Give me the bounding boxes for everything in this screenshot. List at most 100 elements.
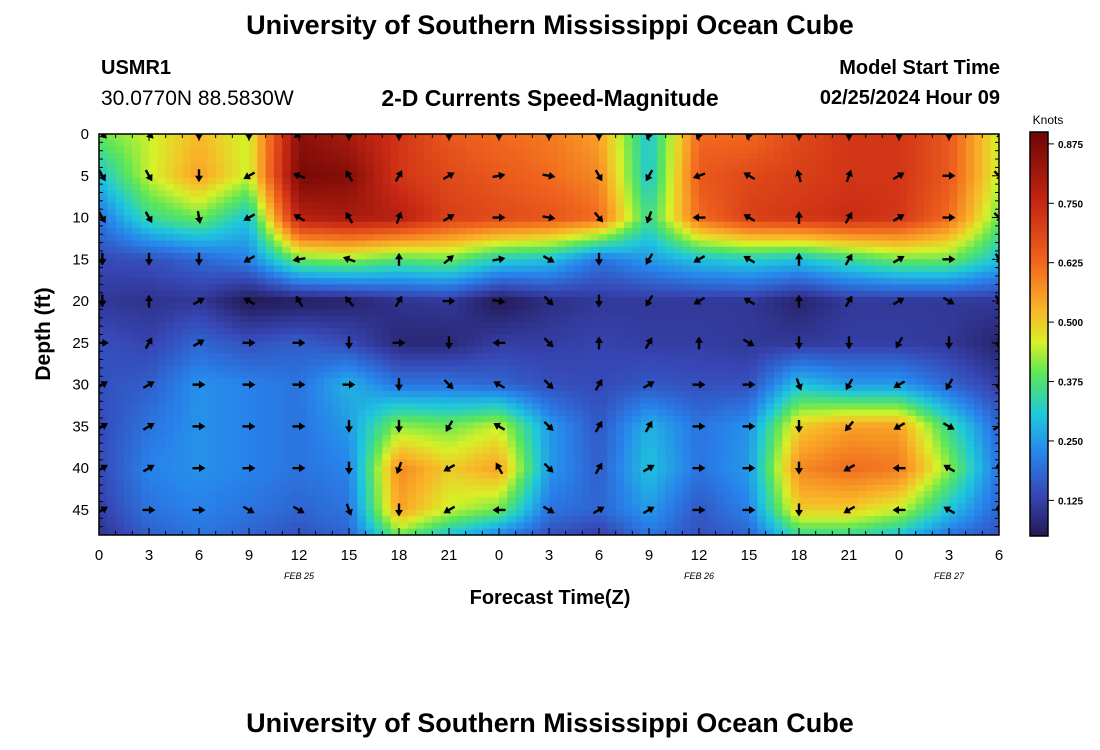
- heatmap-cell: [665, 165, 675, 173]
- heatmap-cell: [607, 177, 617, 185]
- heatmap-cell: [957, 227, 967, 235]
- heatmap-cell: [949, 253, 958, 260]
- heatmap-cell: [674, 403, 683, 411]
- heatmap-cell: [349, 340, 358, 348]
- heatmap-cell: [682, 152, 692, 160]
- heatmap-cell: [149, 177, 158, 185]
- heatmap-cell: [432, 334, 442, 342]
- heatmap-cell: [115, 372, 125, 379]
- heatmap-cell: [957, 152, 967, 160]
- heatmap-cell: [499, 409, 508, 417]
- heatmap-cell: [565, 177, 575, 185]
- heatmap-cell: [274, 246, 283, 254]
- heatmap-cell: [199, 284, 208, 292]
- heatmap-cell: [690, 221, 700, 229]
- heatmap-cell: [640, 359, 650, 367]
- heatmap-cell: [474, 278, 483, 285]
- heatmap-cell: [307, 159, 317, 166]
- heatmap-cell: [940, 315, 950, 323]
- heatmap-cell: [674, 159, 683, 166]
- heatmap-cell: [299, 347, 308, 354]
- heatmap-cell: [165, 309, 175, 317]
- heatmap-cell: [340, 328, 350, 336]
- heatmap-cell: [899, 146, 908, 154]
- heatmap-cell: [282, 159, 292, 166]
- heatmap-cell: [690, 259, 700, 267]
- heatmap-cell: [449, 303, 458, 311]
- heatmap-cell: [240, 165, 250, 173]
- heatmap-cell: [732, 259, 742, 267]
- heatmap-cell: [724, 246, 733, 254]
- heatmap-cell: [124, 378, 133, 386]
- heatmap-cell: [365, 315, 375, 323]
- heatmap-cell: [607, 296, 617, 304]
- heatmap-cell: [332, 253, 342, 260]
- heatmap-cell: [432, 146, 442, 154]
- heatmap-cell: [332, 140, 342, 148]
- heatmap-cell: [107, 296, 117, 304]
- heatmap-cell: [324, 171, 333, 179]
- heatmap-cell: [499, 372, 508, 379]
- heatmap-cell: [107, 140, 117, 148]
- heatmap-cell: [924, 190, 933, 198]
- heatmap-cell: [732, 278, 742, 285]
- heatmap-cell: [132, 315, 142, 323]
- heatmap-cell: [865, 177, 875, 185]
- heatmap-cell: [365, 290, 375, 298]
- heatmap-cell: [499, 215, 508, 223]
- heatmap-cell: [782, 390, 792, 398]
- heatmap-cell: [515, 165, 525, 173]
- heatmap-cell: [265, 309, 275, 317]
- heatmap-cell: [590, 246, 600, 254]
- heatmap-cell: [124, 334, 133, 342]
- heatmap-cell: [965, 328, 975, 336]
- heatmap-cell: [699, 246, 708, 254]
- heatmap-cell: [499, 134, 508, 141]
- heatmap-cell: [649, 259, 658, 267]
- heatmap-cell: [349, 209, 358, 217]
- heatmap-cell: [557, 278, 567, 285]
- heatmap-cell: [932, 227, 942, 235]
- heatmap-cell: [624, 227, 633, 235]
- heatmap-cell: [624, 271, 633, 279]
- heatmap-cell: [599, 259, 608, 267]
- heatmap-cell: [165, 403, 175, 411]
- heatmap-cell: [924, 365, 933, 373]
- heatmap-cell: [715, 372, 725, 379]
- heatmap-cell: [99, 177, 108, 185]
- heatmap-cell: [140, 165, 150, 173]
- heatmap-cell: [340, 177, 350, 185]
- heatmap-cell: [382, 227, 392, 235]
- heatmap-cell: [890, 171, 900, 179]
- heatmap-cell: [165, 397, 175, 405]
- heatmap-cell: [607, 202, 617, 210]
- heatmap-cell: [840, 403, 850, 411]
- heatmap-cell: [357, 196, 367, 204]
- heatmap-cell: [482, 390, 492, 398]
- heatmap-cell: [149, 246, 158, 254]
- heatmap-cell: [524, 309, 533, 317]
- heatmap-cell: [874, 403, 883, 411]
- heatmap-cell: [515, 215, 525, 223]
- heatmap-cell: [315, 359, 325, 367]
- heatmap-cell: [465, 409, 475, 417]
- heatmap-cell: [840, 328, 850, 336]
- heatmap-cell: [574, 165, 583, 173]
- heatmap-cell: [99, 159, 108, 166]
- heatmap-cell: [482, 184, 492, 191]
- heatmap-cell: [249, 246, 258, 254]
- heatmap-cell: [499, 284, 508, 292]
- heatmap-cell: [165, 190, 175, 198]
- heatmap-cell: [515, 284, 525, 292]
- heatmap-cell: [207, 215, 217, 223]
- heatmap-cell: [790, 328, 800, 336]
- heatmap-cell: [724, 409, 733, 417]
- heatmap-cell: [482, 359, 492, 367]
- heatmap-cell: [390, 209, 400, 217]
- heatmap-cell: [782, 403, 792, 411]
- heatmap-cell: [957, 384, 967, 392]
- heatmap-cell: [274, 259, 283, 267]
- heatmap-cell: [574, 209, 583, 217]
- heatmap-cell: [290, 240, 300, 248]
- heatmap-cell: [707, 403, 717, 411]
